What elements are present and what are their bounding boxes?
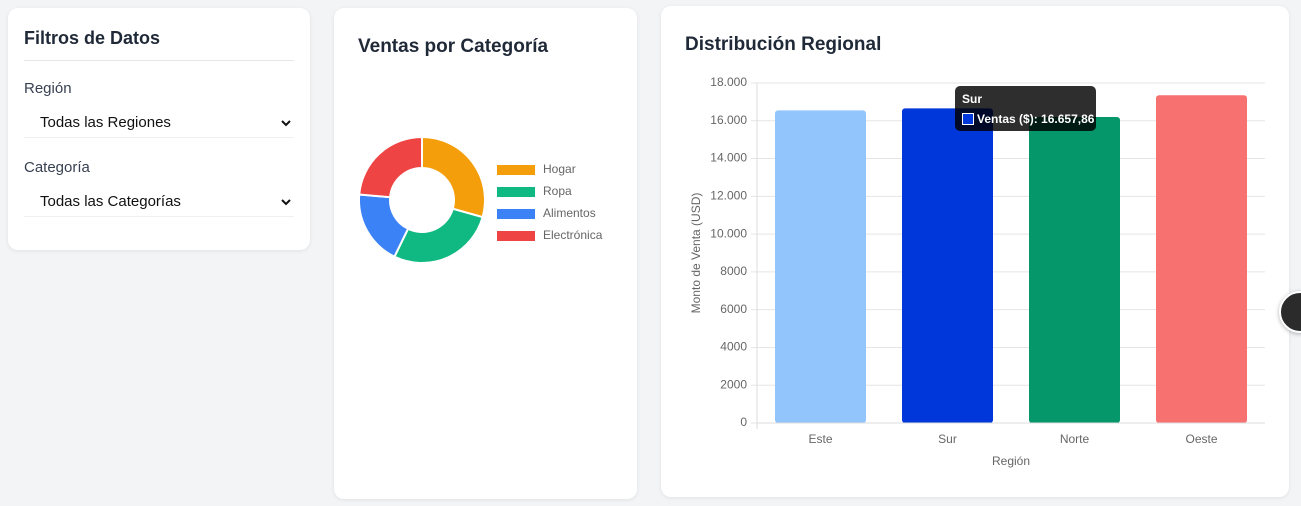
tooltip-swatch — [962, 113, 974, 125]
x-tick-label: Sur — [938, 432, 957, 446]
legend-swatch — [497, 187, 535, 197]
pie-card: Ventas por Categoría — [334, 8, 637, 499]
x-axis-title: Región — [992, 454, 1030, 468]
legend-label: Hogar — [543, 162, 576, 176]
bar — [1156, 95, 1247, 424]
tooltip-series: Ventas ($) — [977, 112, 1041, 126]
y-tick-label: 6000 — [720, 302, 747, 316]
legend-label: Ropa — [543, 184, 572, 198]
chart-title: Distribución Regional — [685, 34, 882, 55]
y-tick-label: 18.000 — [710, 75, 747, 89]
bar — [902, 108, 993, 423]
y-tick-label: 14.000 — [710, 151, 747, 165]
legend-swatch — [497, 165, 535, 175]
x-tick-label: Norte — [1060, 432, 1090, 446]
chart-title: Ventas por Categoría — [358, 36, 549, 57]
y-tick-label: 8000 — [720, 264, 747, 278]
legend-swatch — [497, 209, 535, 219]
y-tick-label: 0 — [740, 415, 747, 429]
field-label: Categoría — [24, 159, 90, 176]
x-tick-label: Oeste — [1185, 432, 1217, 446]
pie-slice — [421, 135, 486, 219]
y-tick-label: 16.000 — [710, 113, 747, 127]
divider — [24, 60, 294, 61]
y-tick-label: 4000 — [720, 340, 747, 354]
legend-label: Alimentos — [543, 206, 596, 220]
bar — [1029, 117, 1120, 423]
region-select[interactable]: Todas las Regiones — [24, 108, 294, 138]
bar — [775, 110, 866, 423]
tooltip-value: 16.657,86 — [1041, 112, 1095, 126]
y-axis-title: Monto de Venta (USD) — [689, 193, 703, 314]
tooltip-title: Sur — [962, 92, 983, 106]
pie-slice — [393, 207, 484, 264]
field-label: Región — [24, 80, 72, 97]
legend-label: Electrónica — [543, 228, 603, 242]
legend-swatch — [497, 231, 535, 241]
filter-title: Filtros de Datos — [24, 28, 161, 48]
pie-slice — [358, 135, 423, 199]
filter-card: Filtros de Datos Región Todas las Region… — [8, 8, 310, 250]
tooltip-label: Ventas ($)16.657,86 — [962, 112, 1094, 126]
category-select[interactable]: Todas las Categorías — [24, 187, 294, 217]
y-tick-label: 12.000 — [710, 189, 747, 203]
tooltip: Sur Ventas ($)16.657,86 — [955, 86, 1096, 131]
x-tick-label: Este — [808, 432, 832, 446]
y-tick-label: 10.000 — [710, 226, 747, 240]
y-tick-label: 2000 — [720, 377, 747, 391]
